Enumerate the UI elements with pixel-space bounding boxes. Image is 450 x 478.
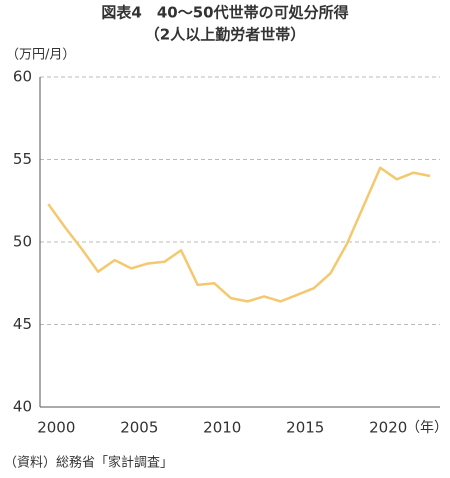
x-tick-label: 2015 bbox=[286, 419, 324, 437]
x-axis-label: （年） bbox=[406, 420, 448, 436]
chart-title: 図表4 40～50代世帯の可処分所得 bbox=[101, 4, 348, 22]
y-tick-label: 45 bbox=[13, 315, 32, 333]
y-axis-label: （万円/月） bbox=[6, 48, 75, 63]
y-tick-label: 40 bbox=[13, 398, 32, 416]
x-tick-label: 2005 bbox=[120, 419, 158, 437]
chart-subtitle: （2人以上勤労者世帯） bbox=[145, 26, 305, 44]
y-tick-label: 60 bbox=[13, 68, 32, 86]
x-tick-label: 2020 bbox=[369, 419, 407, 437]
y-tick-label: 55 bbox=[13, 150, 32, 168]
x-tick-label: 2000 bbox=[37, 419, 75, 437]
line-series bbox=[47, 166, 431, 303]
x-tick-label: 2010 bbox=[203, 419, 241, 437]
y-tick-label: 50 bbox=[13, 233, 32, 251]
source: （資料）総務省「家計調査」 bbox=[4, 455, 173, 471]
